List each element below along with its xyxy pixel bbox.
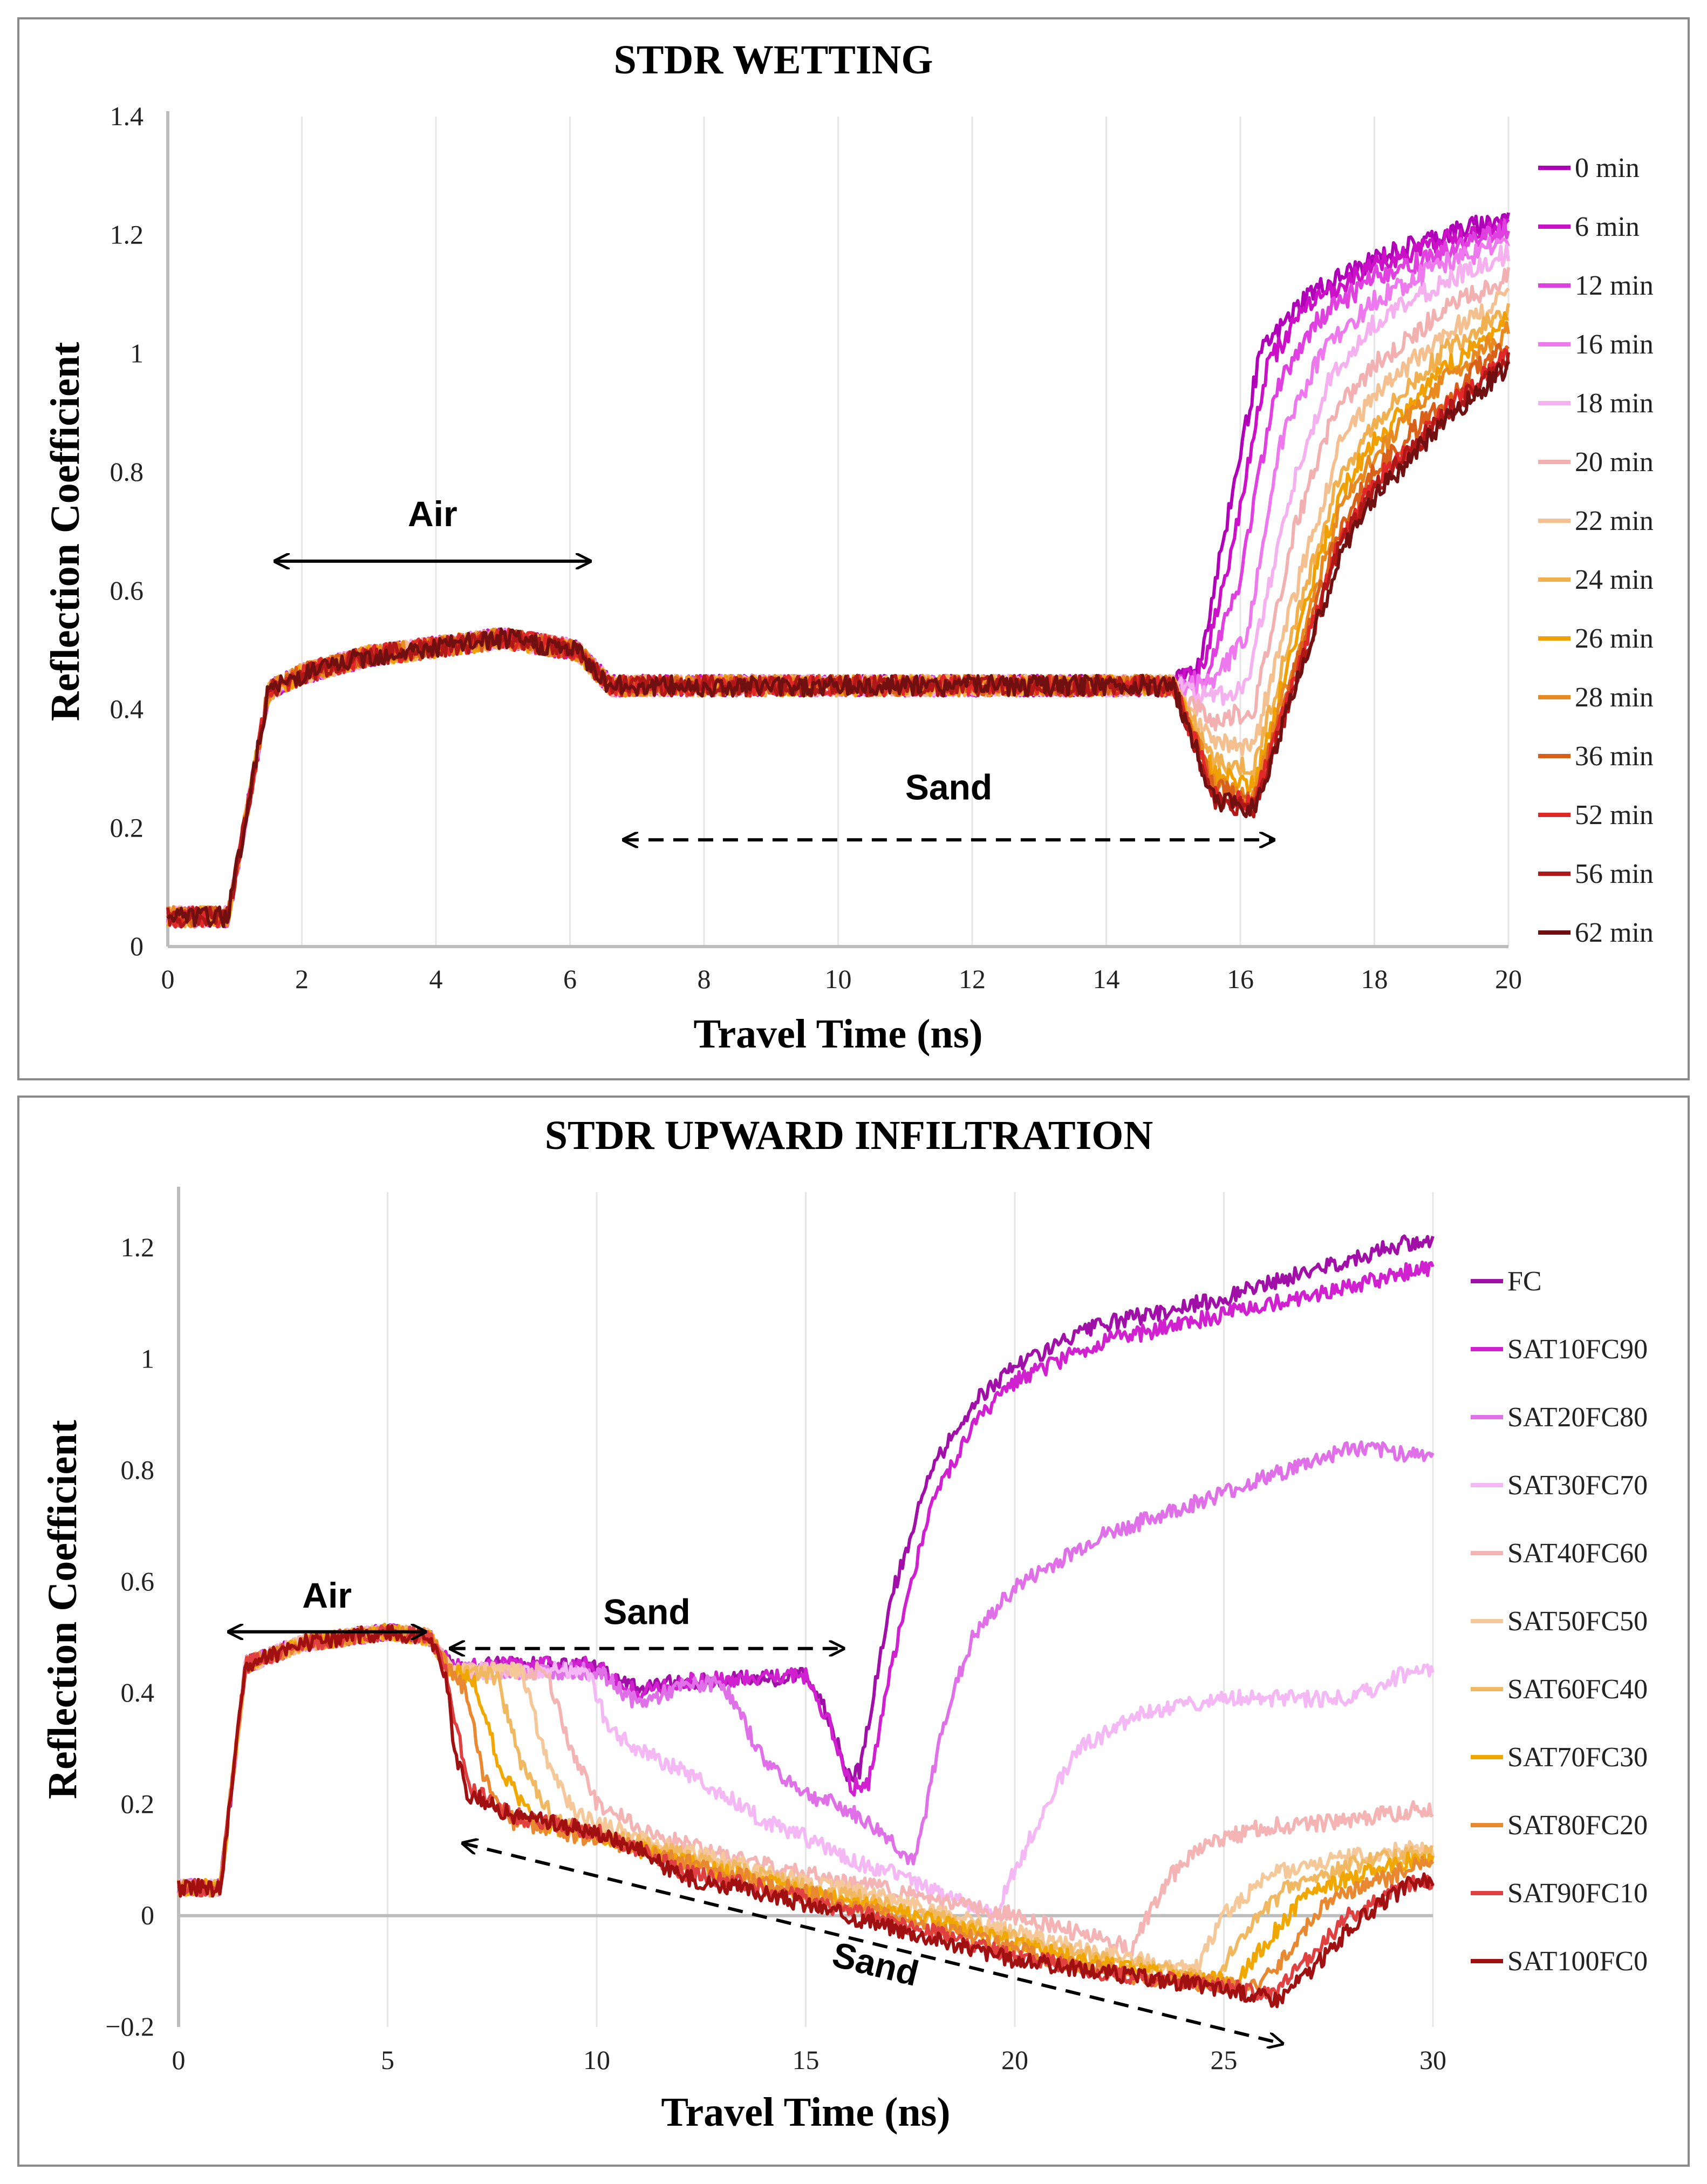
- legend-entry: 6 min: [1575, 212, 1640, 242]
- legend-entry: 28 min: [1575, 682, 1654, 713]
- legend-entry: 18 min: [1575, 388, 1654, 419]
- y-axis-label: Reflection Coefficient: [40, 1420, 85, 1799]
- legend-entry: FC: [1507, 1266, 1542, 1297]
- legend-entry: 24 min: [1575, 564, 1654, 595]
- legend-entry: SAT90FC10: [1507, 1878, 1648, 1909]
- x-tick-label: 14: [1093, 964, 1120, 994]
- x-tick-label: 25: [1211, 2045, 1238, 2075]
- y-tick-label: 1.4: [110, 101, 144, 131]
- annotation-label: Air: [302, 1575, 352, 1615]
- y-tick-label: 0.6: [121, 1566, 155, 1596]
- legend-entry: SAT10FC90: [1507, 1334, 1648, 1365]
- chart-title: STDR UPWARD INFILTRATION: [545, 1113, 1153, 1158]
- legend-entry: SAT20FC80: [1507, 1402, 1648, 1433]
- y-tick-label: 0: [130, 931, 144, 961]
- x-tick-label: 20: [1001, 2045, 1028, 2075]
- x-tick-label: 0: [161, 964, 175, 994]
- y-tick-label: 0: [141, 1900, 154, 1930]
- x-tick-label: 8: [698, 964, 711, 994]
- legend-entry: 26 min: [1575, 623, 1654, 654]
- legend-entry: SAT50FC50: [1507, 1606, 1648, 1637]
- legend-entry: 62 min: [1575, 917, 1654, 948]
- y-tick-label: 0.6: [110, 575, 144, 605]
- x-axis-label: Travel Time (ns): [693, 1011, 982, 1057]
- x-axis-label: Travel Time (ns): [661, 2090, 950, 2135]
- legend-entry: 12 min: [1575, 270, 1654, 301]
- chart-title: STDR WETTING: [613, 37, 933, 83]
- legend-entry: SAT100FC0: [1507, 1946, 1648, 1977]
- x-tick-label: 10: [825, 964, 852, 994]
- x-tick-label: 10: [583, 2045, 610, 2075]
- legend-entry: 36 min: [1575, 741, 1654, 772]
- wetting-panel: STDR WETTING 0 2 4 6 8 10 12 14 16 18 20 0 0.2 0.4 0.6 0…: [17, 17, 1690, 1080]
- y-tick-label: 0.2: [121, 1788, 155, 1819]
- x-tick-label: 15: [793, 2045, 820, 2075]
- y-tick-label: 0.4: [121, 1677, 155, 1707]
- x-tick-label: 18: [1361, 964, 1388, 994]
- annotation-label: Air: [408, 494, 458, 534]
- y-tick-label: 0.4: [110, 694, 144, 724]
- legend-entry: 56 min: [1575, 859, 1654, 889]
- y-axis-label: Reflection Coefficient: [43, 342, 88, 722]
- infiltration-panel: STDR UPWARD INFILTRATION 0 5 10 15 20 25 30 −0.2…: [17, 1096, 1690, 2167]
- annotation-label: Sand: [829, 1934, 923, 1994]
- series-line: [166, 360, 1510, 928]
- x-tick-label: 20: [1495, 964, 1522, 994]
- y-tick-label: 1.2: [121, 1232, 155, 1262]
- legend-entry: 0 min: [1575, 153, 1640, 183]
- legend-entry: SAT80FC20: [1507, 1810, 1648, 1841]
- x-tick-label: 16: [1227, 964, 1254, 994]
- y-tick-label: 1: [130, 338, 144, 368]
- legend-entry: SAT40FC60: [1507, 1538, 1648, 1569]
- x-tick-label: 4: [429, 964, 443, 994]
- legend-entry: 22 min: [1575, 506, 1654, 536]
- annotation-label: Sand: [603, 1592, 690, 1632]
- y-tick-label: 1: [141, 1343, 154, 1373]
- legend-entry: 52 min: [1575, 800, 1654, 831]
- legend-entry: 16 min: [1575, 329, 1654, 360]
- x-tick-label: 2: [295, 964, 309, 994]
- annotation-arrow: [463, 1843, 1282, 2044]
- x-tick-label: 30: [1419, 2045, 1446, 2075]
- y-tick-label: 0.8: [110, 457, 144, 487]
- x-tick-label: 0: [172, 2045, 186, 2075]
- y-tick-label: 1.2: [110, 220, 144, 250]
- wetting-chart: STDR WETTING 0 2 4 6 8 10 12 14 16 18 20 0 0.2 0.4 0.6 0…: [43, 37, 1654, 1057]
- y-tick-label: 0.8: [121, 1455, 155, 1485]
- legend-entry: 20 min: [1575, 447, 1654, 478]
- y-tick-label: −0.2: [105, 2011, 154, 2042]
- annotation-label: Sand: [905, 767, 992, 807]
- legend-entry: SAT60FC40: [1507, 1674, 1648, 1705]
- legend-entry: SAT70FC30: [1507, 1742, 1648, 1773]
- y-tick-label: 0.2: [110, 812, 144, 842]
- x-tick-label: 5: [381, 2045, 394, 2075]
- x-tick-label: 6: [563, 964, 577, 994]
- x-tick-label: 12: [959, 964, 986, 994]
- legend-entry: SAT30FC70: [1507, 1470, 1648, 1501]
